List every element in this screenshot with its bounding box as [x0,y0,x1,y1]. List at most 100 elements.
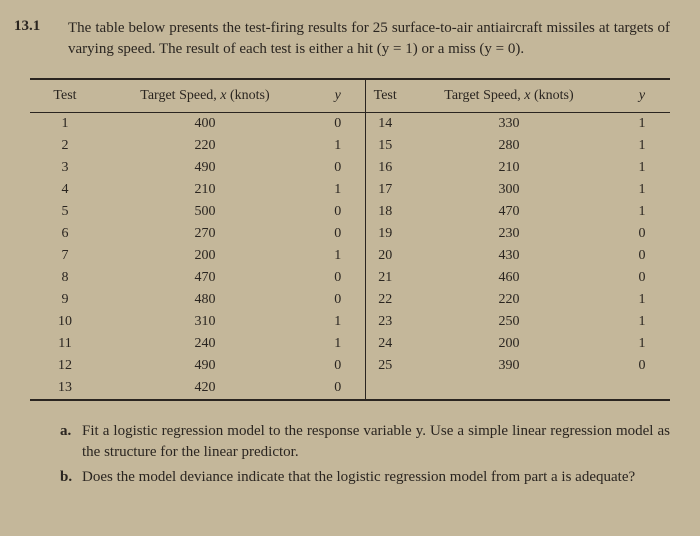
cell-y: 0 [614,223,670,245]
question-a: a. Fit a logistic regression model to th… [60,421,670,463]
cell-speed: 480 [100,289,310,311]
cell-y: 0 [614,355,670,377]
cell-speed: 400 [100,113,310,136]
table-row: 72001204300 [30,245,670,267]
cell-y: 0 [310,267,366,289]
cell-speed: 460 [404,267,614,289]
cell-test: 14 [366,113,404,136]
cell-y: 0 [614,245,670,267]
cell-y: 1 [614,289,670,311]
cell-test: 22 [366,289,404,311]
header-speed-2: Target Speed, x (knots) [404,79,614,113]
cell-y [614,377,670,400]
cell-speed [404,377,614,400]
cell-y: 1 [614,179,670,201]
cell-y: 1 [310,179,366,201]
cell-speed: 490 [100,355,310,377]
cell-y: 1 [614,201,670,223]
table-row: 34900162101 [30,157,670,179]
question-a-label: a. [60,421,82,463]
cell-speed: 220 [100,135,310,157]
cell-speed: 310 [100,311,310,333]
cell-speed: 240 [100,333,310,355]
cell-y: 0 [310,223,366,245]
cell-speed: 490 [100,157,310,179]
header-y-2: y [614,79,670,113]
cell-test: 1 [30,113,100,136]
cell-y: 1 [310,135,366,157]
cell-speed: 430 [404,245,614,267]
cell-speed: 420 [100,377,310,400]
cell-speed: 280 [404,135,614,157]
table-row: 103101232501 [30,311,670,333]
cell-y: 0 [310,377,366,400]
cell-speed: 200 [404,333,614,355]
cell-y: 0 [310,113,366,136]
header-y-1: y [310,79,366,113]
cell-speed: 220 [404,289,614,311]
cell-speed: 470 [404,201,614,223]
cell-speed: 390 [404,355,614,377]
cell-speed: 500 [100,201,310,223]
question-b: b. Does the model deviance indicate that… [60,467,670,488]
header-speed-1: Target Speed, x (knots) [100,79,310,113]
questions-block: a. Fit a logistic regression model to th… [60,421,670,488]
cell-y: 0 [310,157,366,179]
table-row: 22201152801 [30,135,670,157]
header-test-1: Test [30,79,100,113]
cell-speed: 200 [100,245,310,267]
cell-y: 1 [614,333,670,355]
cell-speed: 230 [404,223,614,245]
intro-text: The table below presents the test-firing… [68,18,670,60]
cell-y: 0 [614,267,670,289]
cell-test: 9 [30,289,100,311]
cell-y: 1 [614,113,670,136]
table-row: 14000143301 [30,113,670,136]
cell-test: 7 [30,245,100,267]
cell-test: 6 [30,223,100,245]
cell-speed: 250 [404,311,614,333]
cell-speed: 470 [100,267,310,289]
cell-test: 18 [366,201,404,223]
cell-test: 13 [30,377,100,400]
cell-test: 8 [30,267,100,289]
cell-test: 25 [366,355,404,377]
table-row: 84700214600 [30,267,670,289]
table-row: 134200 [30,377,670,400]
cell-y: 1 [614,157,670,179]
cell-test: 16 [366,157,404,179]
table-row: 94800222201 [30,289,670,311]
cell-test: 23 [366,311,404,333]
cell-test: 24 [366,333,404,355]
cell-y: 1 [310,245,366,267]
cell-speed: 270 [100,223,310,245]
question-a-text: Fit a logistic regression model to the r… [82,421,670,463]
table-row: 55000184701 [30,201,670,223]
cell-test: 12 [30,355,100,377]
cell-test: 11 [30,333,100,355]
cell-test: 5 [30,201,100,223]
cell-speed: 300 [404,179,614,201]
cell-test: 15 [366,135,404,157]
cell-test: 19 [366,223,404,245]
cell-speed: 330 [404,113,614,136]
table-row: 124900253900 [30,355,670,377]
cell-y: 1 [310,333,366,355]
question-b-label: b. [60,467,82,488]
table-row: 62700192300 [30,223,670,245]
cell-test: 10 [30,311,100,333]
cell-y: 0 [310,355,366,377]
cell-y: 0 [310,201,366,223]
cell-test: 21 [366,267,404,289]
cell-test: 4 [30,179,100,201]
cell-y: 1 [614,135,670,157]
cell-y: 0 [310,289,366,311]
table-row: 112401242001 [30,333,670,355]
cell-speed: 210 [404,157,614,179]
cell-y: 1 [310,311,366,333]
table-header-row: Test Target Speed, x (knots) y Test Targ… [30,79,670,113]
table-row: 42101173001 [30,179,670,201]
cell-speed: 210 [100,179,310,201]
header-test-2: Test [366,79,404,113]
question-b-text: Does the model deviance indicate that th… [82,467,670,488]
